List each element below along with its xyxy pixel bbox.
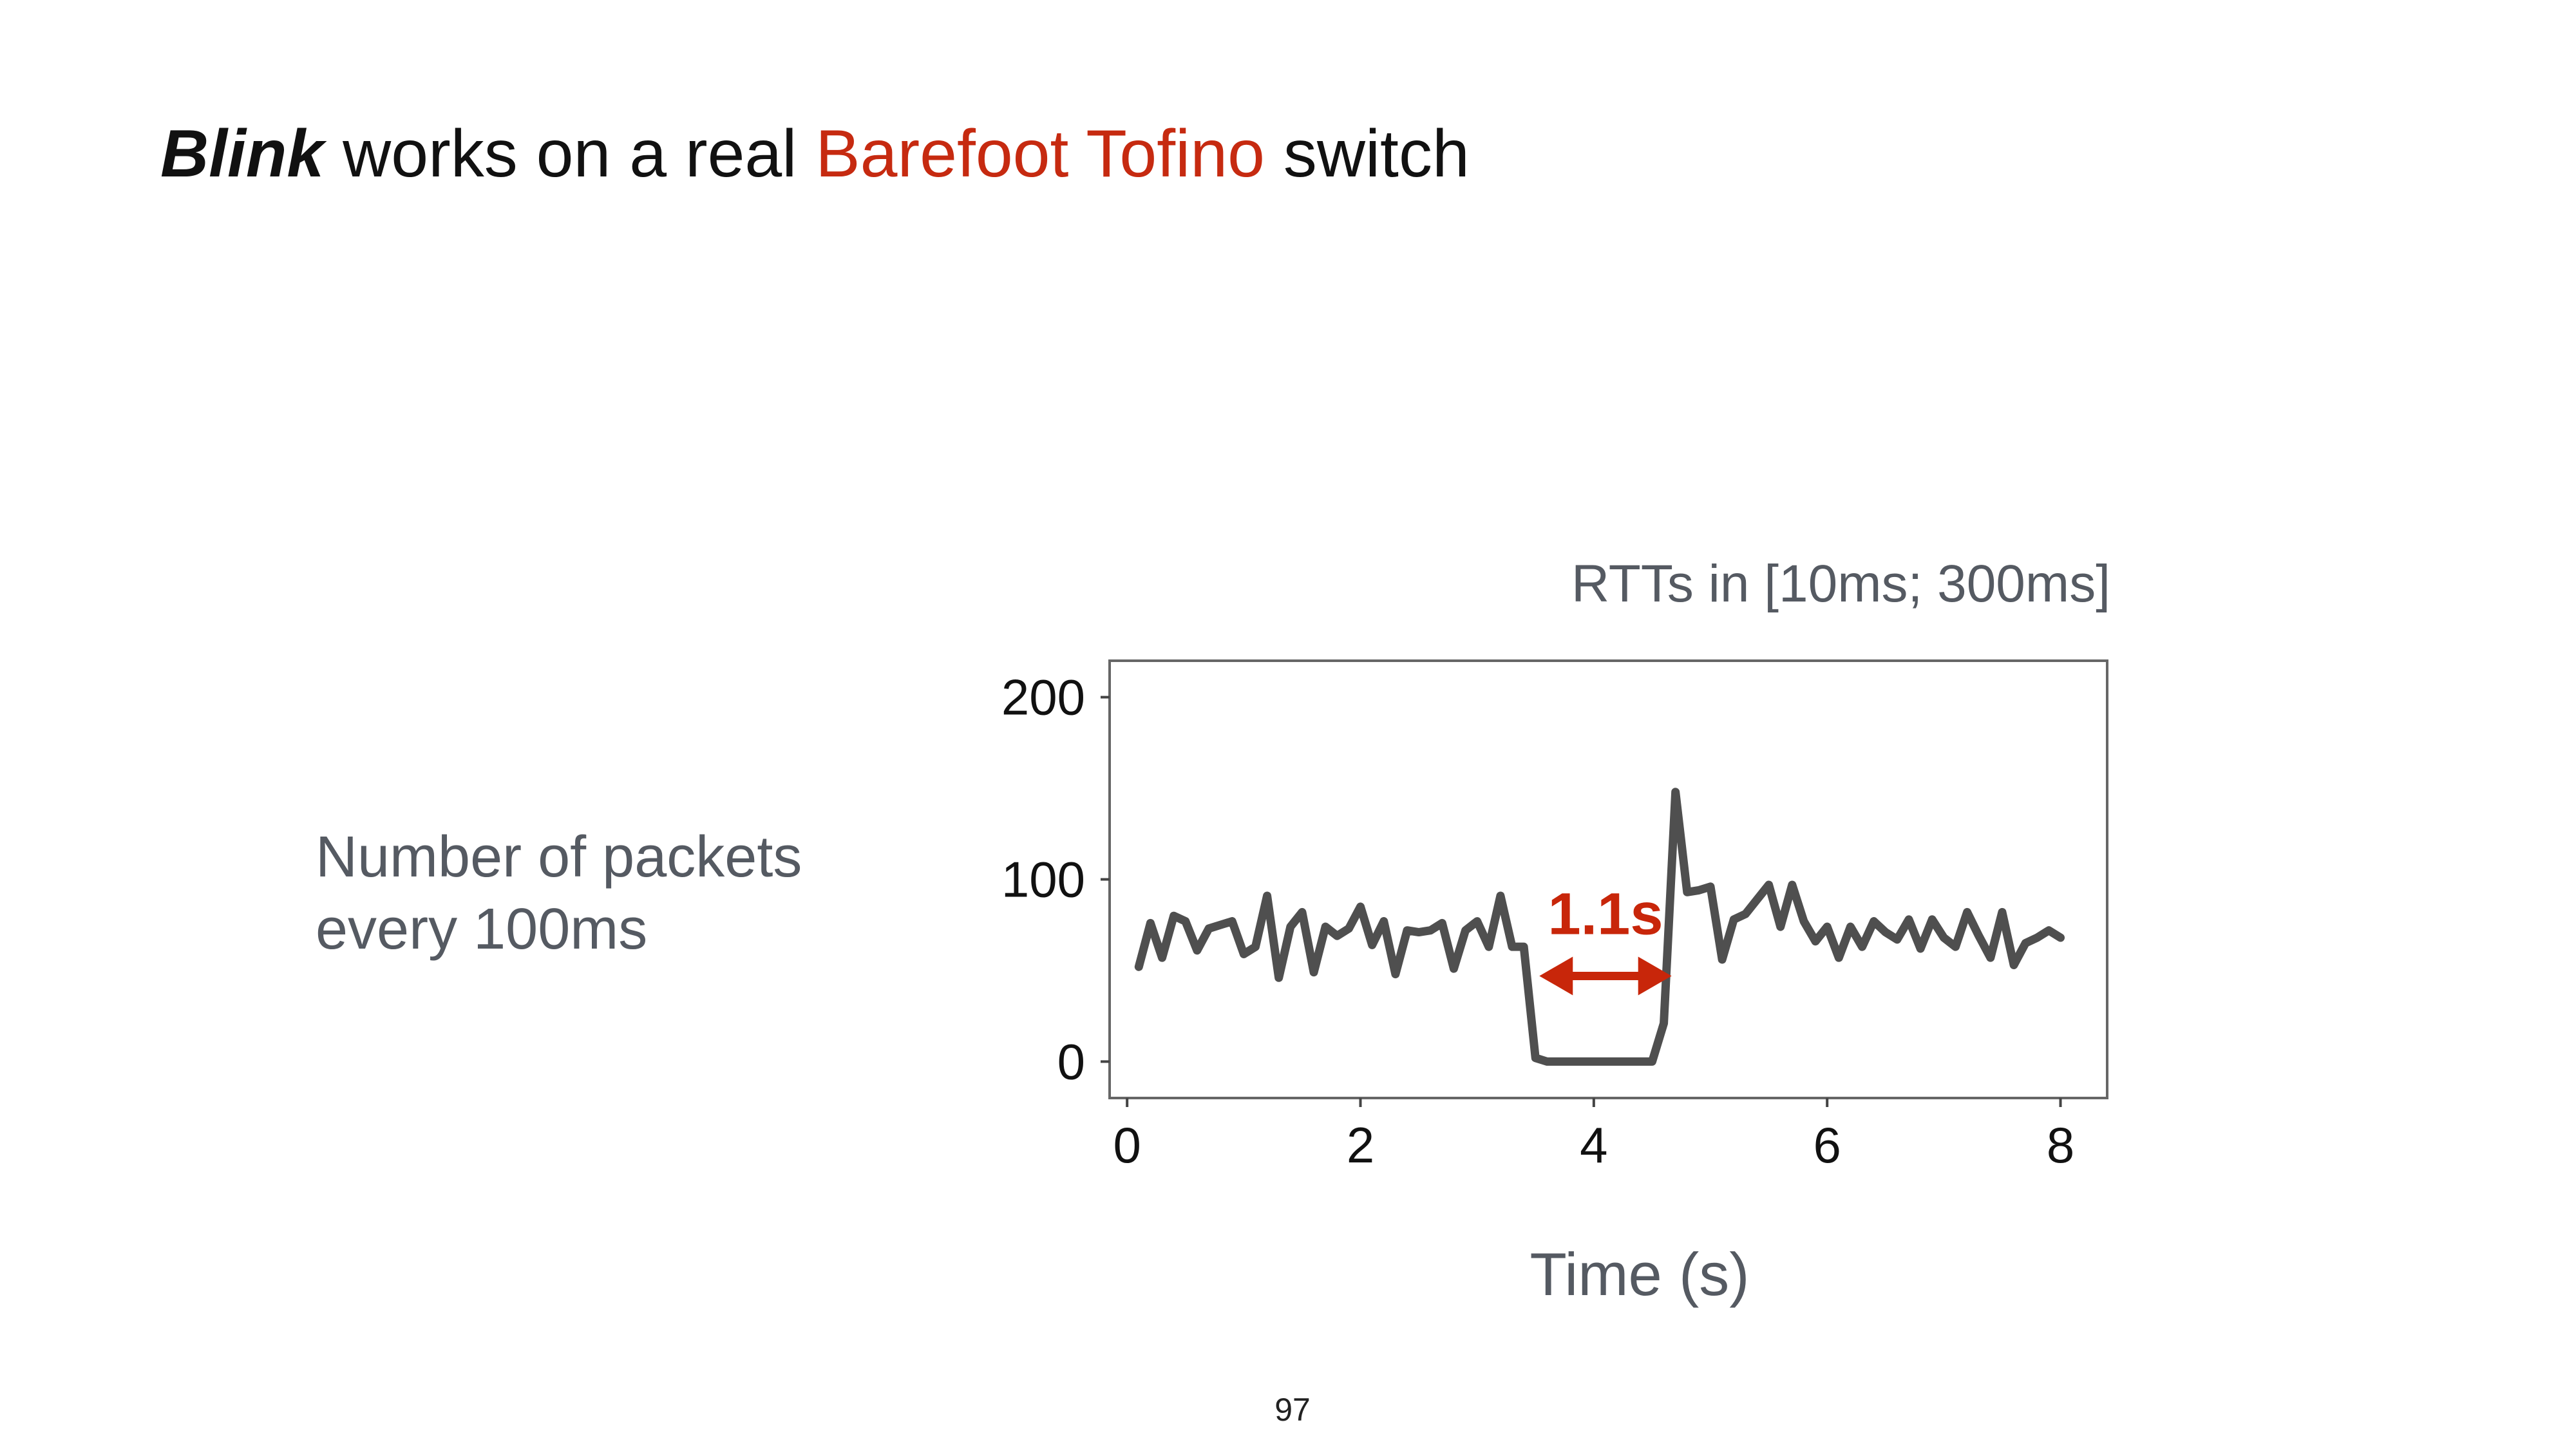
y-tick-label: 100 — [1001, 851, 1085, 908]
arrow-left-head-icon — [1539, 956, 1573, 996]
x-tick-label: 8 — [2047, 1117, 2074, 1173]
x-tick-label: 4 — [1580, 1117, 1607, 1173]
packets-series-line — [1134, 788, 2065, 1066]
plot-frame — [1108, 659, 2108, 1099]
x-axis-label: Time (s) — [1530, 1240, 1750, 1308]
slide-title: Blink works on a real Barefoot Tofino sw… — [160, 116, 1470, 193]
title-end: switch — [1264, 117, 1470, 191]
title-highlight: Barefoot Tofino — [815, 117, 1265, 191]
title-middle: works on a real — [324, 117, 816, 191]
duration-label: 1.1s — [1548, 881, 1663, 947]
x-tick-label: 6 — [1813, 1117, 1841, 1173]
y-tick-label: 0 — [1057, 1033, 1085, 1090]
rtt-note: RTTs in [10ms; 300ms] — [1571, 554, 2110, 613]
y-description-line-1: Number of packets — [316, 825, 802, 889]
title-emphasis: Blink — [160, 117, 325, 191]
x-tick-label: 2 — [1347, 1117, 1374, 1173]
y-tick-label: 200 — [1001, 669, 1085, 726]
arrow-right-head-icon — [1638, 956, 1672, 996]
y-axis-description: Number of packets every 100ms — [316, 821, 802, 965]
y-description-line-2: every 100ms — [316, 897, 648, 961]
x-tick-label: 0 — [1113, 1117, 1141, 1173]
page-number: 97 — [1274, 1392, 1311, 1428]
